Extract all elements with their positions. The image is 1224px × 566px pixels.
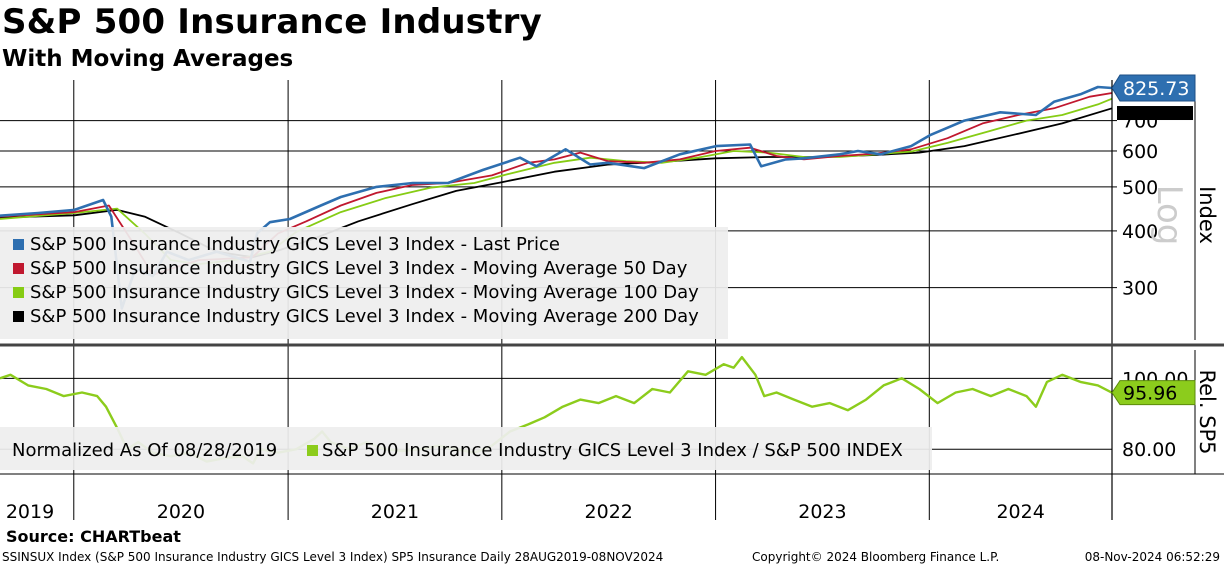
upper-legend-box <box>0 227 728 339</box>
source-note: Source: CHARTbeat <box>6 527 181 546</box>
legend-label-rel: S&P 500 Insurance Industry GICS Level 3 … <box>322 440 903 461</box>
lower-tick-label: 80.00 <box>1122 439 1176 461</box>
frame-layer <box>0 80 1224 520</box>
legend-swatch-rel <box>307 445 318 456</box>
legend-label-ma100: S&P 500 Insurance Industry GICS Level 3 … <box>30 282 699 303</box>
legend-swatch-ma200 <box>13 311 24 322</box>
log-scale-label: Log <box>1149 185 1189 246</box>
legend-label-ma200: S&P 500 Insurance Industry GICS Level 3 … <box>30 306 699 327</box>
upper-tick-label: 300 <box>1122 278 1158 300</box>
last-price-value: 825.73 <box>1123 78 1189 100</box>
x-tick-label: 2019 <box>6 501 54 523</box>
upper-tick-label: 600 <box>1122 141 1158 163</box>
x-tick-label: 2024 <box>996 501 1044 523</box>
legend-layer: S&P 500 Insurance Industry GICS Level 3 … <box>0 227 932 470</box>
legend-swatch-ma50 <box>13 263 24 274</box>
legend-swatch-last <box>13 239 24 250</box>
upper-tick-label: 500 <box>1122 177 1158 199</box>
flag-shape <box>1111 74 1196 102</box>
relative-flag: 95.96 <box>1111 380 1196 406</box>
upper-axis-label: Index <box>1195 186 1219 244</box>
upper-tick-label: 400 <box>1122 221 1158 243</box>
legend-label-last: S&P 500 Insurance Industry GICS Level 3 … <box>30 234 560 255</box>
relative-value: 95.96 <box>1123 383 1177 405</box>
lower-axis-label: Rel. SP5 <box>1195 369 1219 454</box>
normalized-label: Normalized As Of 08/28/2019 <box>12 440 277 461</box>
legend-label-ma50: S&P 500 Insurance Industry GICS Level 3 … <box>30 258 688 279</box>
flag-shadow <box>1117 106 1193 121</box>
legend-swatch-ma100 <box>13 287 24 298</box>
flag-shape <box>1111 380 1196 406</box>
last-price-flag: 825.73 <box>1111 74 1196 121</box>
chart-subtitle: With Moving Averages <box>2 46 294 72</box>
x-tick-label: 2020 <box>157 501 205 523</box>
chart-title: S&P 500 Insurance Industry <box>2 2 542 42</box>
footer-copyright: Copyright© 2024 Bloomberg Finance L.P. <box>752 550 1000 564</box>
footer-description: SSINSUX Index (S&P 500 Insurance Industr… <box>2 550 664 564</box>
footer-timestamp: 08-Nov-2024 06:52:29 <box>1084 550 1220 564</box>
x-tick-label: 2023 <box>798 501 846 523</box>
lower-legend-box <box>0 427 932 470</box>
x-tick-label: 2021 <box>371 501 419 523</box>
x-tick-label: 2022 <box>585 501 633 523</box>
